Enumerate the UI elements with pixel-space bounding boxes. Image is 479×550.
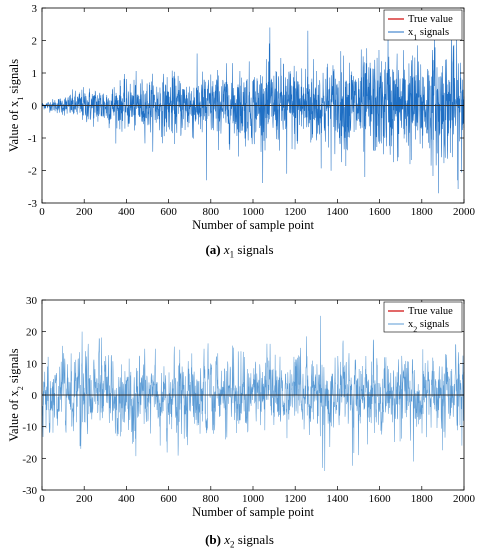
chart0-ytick-label: 3 (32, 3, 38, 15)
caption-a-symbol: x (223, 242, 230, 257)
chart1-xtick-label: 200 (76, 493, 93, 505)
chart1-ylabel: Value of x2 signals (7, 348, 25, 441)
caption-a-suffix: signals (237, 242, 274, 257)
chart1-xtick-label: 800 (203, 493, 220, 505)
chart1-xlabel: Number of sample point (192, 505, 314, 519)
chart0-ytick-label: 2 (32, 36, 38, 48)
chart1-legend-label-true-value: True value (408, 306, 453, 317)
chart1-ytick-label: -20 (22, 453, 37, 465)
chart1-xtick-label: 1800 (411, 493, 434, 505)
chart1-ytick-label: -10 (22, 422, 37, 434)
chart0-legend-label-true-value: True value (408, 14, 453, 25)
chart0-xtick-label: 800 (203, 206, 220, 218)
chart0-legend-box (383, 9, 463, 41)
chart0-xtick-label: 1600 (369, 206, 392, 218)
chart1-xtick-label: 400 (118, 493, 135, 505)
chart0-xtick-label: 600 (160, 206, 177, 218)
chart1-xtick-label: 1400 (326, 493, 349, 505)
chart1-legend-label-signal: x2 signals (408, 319, 449, 334)
chart1-xtick-label: 2000 (453, 493, 476, 505)
chart0-xtick-label: 400 (118, 206, 135, 218)
chart0-ytick-label: -2 (28, 166, 37, 178)
chart0-xtick-label: 1800 (411, 206, 434, 218)
chart0-ytick-label: -1 (28, 133, 37, 145)
chart0-xtick-label: 0 (39, 206, 45, 218)
chart1-xtick-label: 1200 (284, 493, 307, 505)
caption-a-label: (a) (205, 242, 221, 257)
caption-b-label: (b) (205, 532, 221, 547)
chart1-ytick-label: -30 (22, 485, 37, 497)
chart1-ytick-label: 20 (26, 327, 38, 339)
chart1-ytick-label: 10 (26, 358, 38, 370)
chart0-ytick-label: 0 (32, 101, 38, 113)
caption-b-subscript: 2 (230, 539, 235, 550)
chart1-xtick-label: 0 (39, 493, 45, 505)
caption-b-symbol: x (224, 532, 231, 547)
chart-a: 0 200 400 600 800 1000 1200 1400 1600 1800 2000 -3 -… (7, 3, 476, 232)
chart1-series-signal (41, 315, 465, 472)
chart1-xtick-label: 1000 (242, 493, 265, 505)
chart0-xtick-label: 1000 (242, 206, 265, 218)
chart0-ytick-label: -3 (28, 198, 38, 210)
chart0-xtick-label: 200 (76, 206, 93, 218)
chart0-ytick-label: 1 (32, 68, 38, 80)
chart1-xtick-label: 600 (160, 493, 177, 505)
chart1-legend-box (383, 301, 463, 333)
chart0-legend-label-signal: x1 signals (408, 27, 449, 42)
chart0-ylabel: Value of x1 signals (7, 59, 25, 152)
chart0-xlabel: Number of sample point (192, 218, 314, 232)
chart0-xtick-label: 2000 (453, 206, 476, 218)
chart1-xtick-label: 1600 (369, 493, 392, 505)
chart-b: 0 200 400 600 800 1000 1200 1400 1600 1800 2000-30… (7, 295, 476, 519)
chart0-xtick-label: 1400 (326, 206, 349, 218)
chart0-series-signal (41, 27, 465, 194)
chart0-xtick-label: 1200 (284, 206, 307, 218)
caption-a-subscript: 1 (229, 249, 235, 260)
caption-b: (b) x2 signals (0, 532, 479, 550)
chart1-ytick-label: 30 (26, 295, 38, 307)
chart1-ytick-label: 0 (32, 390, 38, 402)
caption-b-suffix: signals (237, 532, 274, 547)
caption-a: (a) x1 signals (0, 242, 479, 260)
